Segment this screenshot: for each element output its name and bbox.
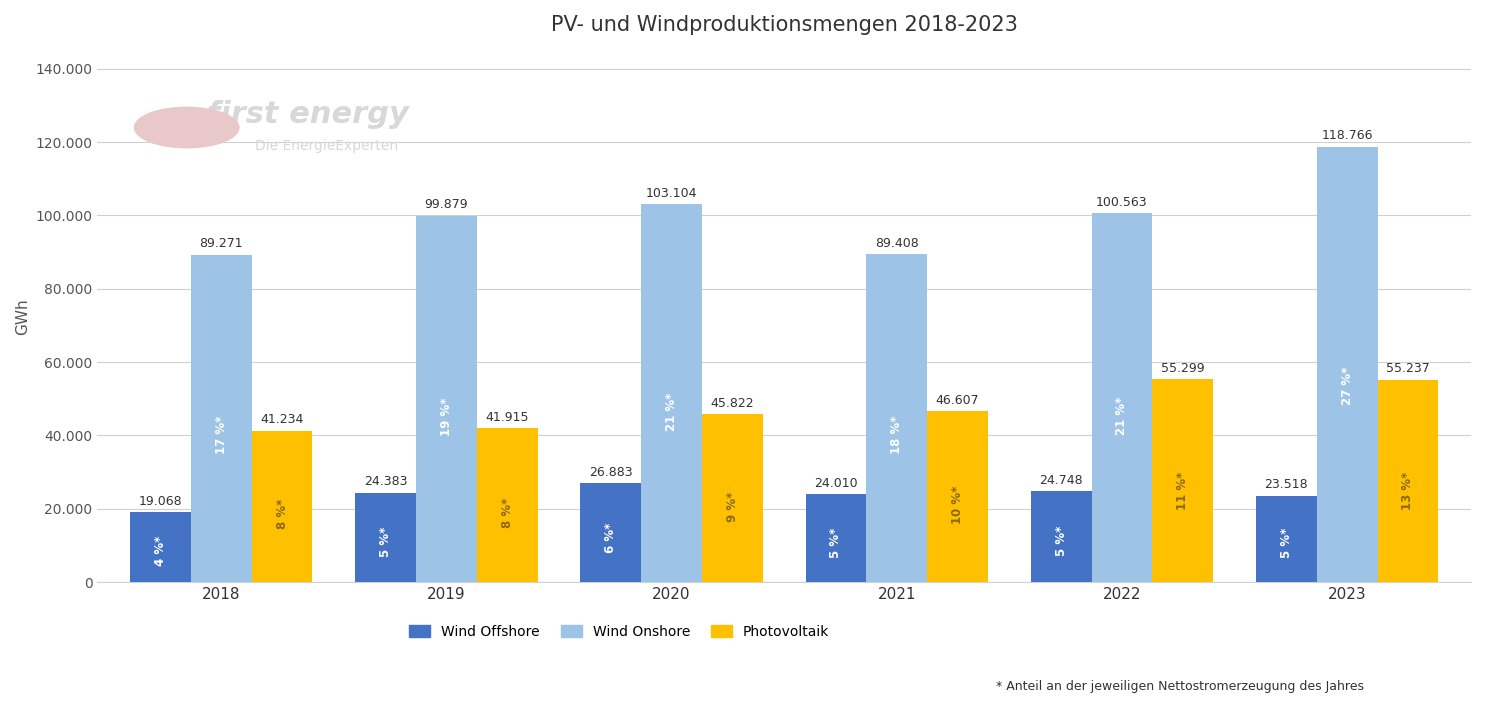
Text: 5 %*: 5 %* <box>379 527 392 557</box>
Text: 46.607: 46.607 <box>936 394 979 407</box>
Text: 13 %*: 13 %* <box>1401 471 1415 510</box>
Text: 5 %*: 5 %* <box>829 528 843 557</box>
Text: 26.883: 26.883 <box>588 466 633 479</box>
Text: 103.104: 103.104 <box>646 186 697 200</box>
Bar <box>477 428 538 582</box>
Bar <box>805 494 866 582</box>
Text: 100.563: 100.563 <box>1097 196 1147 209</box>
Text: 18 %*: 18 %* <box>890 415 903 454</box>
Text: 41.234: 41.234 <box>260 413 303 427</box>
Text: 10 %*: 10 %* <box>951 486 964 524</box>
Bar <box>701 414 762 582</box>
Text: 17 %*: 17 %* <box>215 415 227 454</box>
Text: 5 %*: 5 %* <box>1279 528 1293 558</box>
Bar <box>1152 379 1213 582</box>
Text: 24.010: 24.010 <box>814 476 857 490</box>
Text: 45.822: 45.822 <box>710 397 755 410</box>
Bar <box>355 493 416 582</box>
Bar <box>1031 491 1092 582</box>
Text: 27 %*: 27 %* <box>1340 367 1354 405</box>
Bar <box>416 216 477 582</box>
Text: 4 %*: 4 %* <box>155 535 166 566</box>
Text: Die EnergieExperten: Die EnergieExperten <box>256 139 398 153</box>
Bar <box>131 512 190 582</box>
Text: 55.299: 55.299 <box>1161 362 1205 375</box>
Bar <box>927 411 988 582</box>
Text: 19 %*: 19 %* <box>440 398 453 437</box>
Text: 89.271: 89.271 <box>199 237 244 250</box>
Bar <box>251 431 312 582</box>
Bar <box>866 255 927 582</box>
Text: * Anteil an der jeweiligen Nettostromerzeugung des Jahres: * Anteil an der jeweiligen Nettostromerz… <box>996 680 1364 693</box>
Text: 24.383: 24.383 <box>364 475 407 488</box>
Text: 5 %*: 5 %* <box>1055 526 1067 557</box>
Text: 89.408: 89.408 <box>875 237 918 250</box>
Bar <box>581 483 642 582</box>
Legend: Wind Offshore, Wind Onshore, Photovoltaik: Wind Offshore, Wind Onshore, Photovoltai… <box>404 619 835 644</box>
Text: 55.237: 55.237 <box>1386 362 1430 375</box>
Text: 21 %*: 21 %* <box>1116 397 1128 435</box>
Text: 21 %*: 21 %* <box>666 392 678 431</box>
Text: 41.915: 41.915 <box>486 411 529 424</box>
Text: 8 %*: 8 %* <box>275 499 288 529</box>
Title: PV- und Windproduktionsmengen 2018-2023: PV- und Windproduktionsmengen 2018-2023 <box>551 15 1018 35</box>
Circle shape <box>135 107 239 148</box>
Text: 99.879: 99.879 <box>425 198 468 211</box>
Y-axis label: GWh: GWh <box>15 298 30 335</box>
Text: 24.748: 24.748 <box>1039 474 1083 487</box>
Text: 118.766: 118.766 <box>1321 129 1373 142</box>
Text: first energy: first energy <box>208 100 409 129</box>
Bar <box>1256 496 1317 582</box>
Text: 23.518: 23.518 <box>1265 479 1308 491</box>
Bar <box>1378 380 1438 582</box>
Text: 11 %*: 11 %* <box>1177 471 1189 510</box>
Text: 6 %*: 6 %* <box>605 523 617 553</box>
Bar <box>190 255 251 582</box>
Bar <box>1317 146 1378 582</box>
Text: 19.068: 19.068 <box>138 495 183 508</box>
Text: 9 %*: 9 %* <box>727 491 739 522</box>
Bar <box>642 204 701 582</box>
Bar <box>1092 213 1152 582</box>
Text: 8 %*: 8 %* <box>501 498 514 528</box>
